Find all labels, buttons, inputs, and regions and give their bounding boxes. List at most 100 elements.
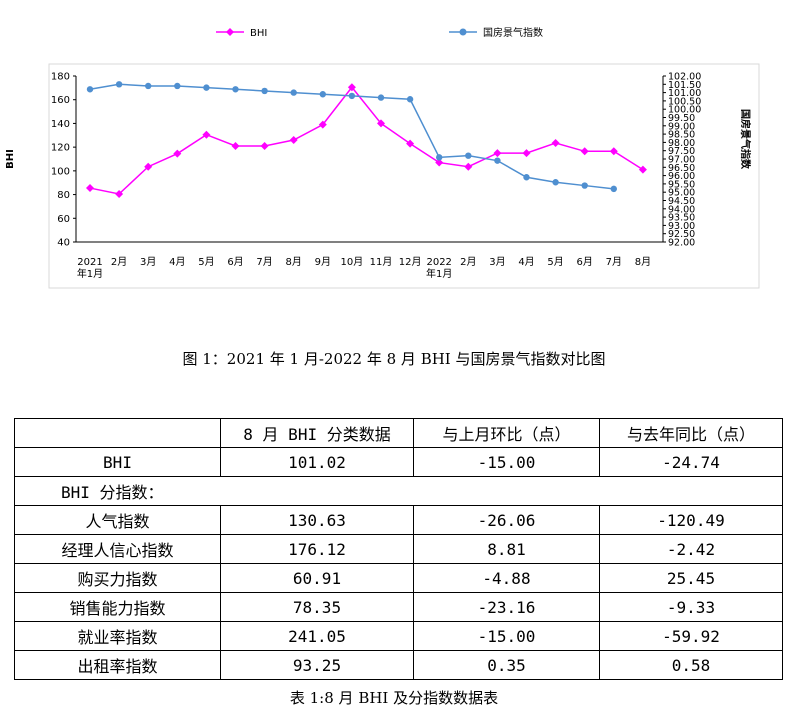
data-point <box>464 162 473 171</box>
series-line <box>89 83 614 190</box>
chart-frame <box>48 63 760 289</box>
table-cell: 0.35 <box>413 650 600 680</box>
table-cell: 0.58 <box>599 650 783 680</box>
y2-tick-label: 93.50 <box>668 213 695 224</box>
y-tick-label: 40 <box>57 238 70 249</box>
table-group-row: BHI 分指数： <box>14 476 783 506</box>
table-row-label: 销售能力指数 <box>14 592 221 622</box>
data-point <box>261 87 268 95</box>
table-cell: 78.35 <box>220 592 414 622</box>
table-caption: 表 1:8 月 BHI 及分指数数据表 <box>289 689 499 707</box>
y-tick-label: 140 <box>51 119 70 130</box>
y2-tick-label: 96.50 <box>668 163 695 174</box>
data-point <box>174 82 181 90</box>
table-cell: -26.06 <box>413 505 600 535</box>
data-point <box>406 139 415 148</box>
table-cell: -23.16 <box>413 592 600 622</box>
x-tick-label: 11月 <box>370 256 393 268</box>
table-cell: 93.25 <box>220 650 414 680</box>
x-tick-label: 4月 <box>169 256 185 268</box>
x-tick-label: 12月 <box>399 256 422 268</box>
x-tick-label: 年1月 <box>426 267 452 280</box>
y-tick-label: 160 <box>51 95 70 106</box>
table-cell: -24.74 <box>599 447 783 477</box>
table-cell: 60.91 <box>220 563 414 593</box>
data-point <box>581 182 588 189</box>
data-point <box>144 162 153 171</box>
table-header-cell <box>14 418 221 448</box>
x-tick-label: 2021 <box>77 257 102 268</box>
table-cell: 130.63 <box>220 505 414 535</box>
x-tick-label: 8月 <box>635 256 651 268</box>
y2-tick-label: 101.50 <box>668 80 701 91</box>
y2-tick-label: 100.00 <box>668 105 701 116</box>
data-point <box>610 185 617 193</box>
x-tick-label: 8月 <box>286 256 302 268</box>
x-tick-label: 2月 <box>460 256 476 268</box>
table-header-cell: 与去年同比（点） <box>599 418 783 448</box>
table-row: 就业率指数 241.05 -15.00 -59.92 <box>14 621 783 651</box>
data-point <box>493 149 502 158</box>
legend-label: 国房景气指数 <box>483 26 543 39</box>
y-axis-title: BHI <box>5 149 16 169</box>
y2-tick-label: 95.00 <box>668 188 695 199</box>
data-point <box>435 158 444 167</box>
table-cell: 101.02 <box>220 447 414 477</box>
data-point <box>609 147 618 156</box>
table-header-cell: 与上月环比（点） <box>413 418 600 448</box>
data-point <box>115 81 123 88</box>
x-tick-label: 6月 <box>577 256 593 268</box>
table-cell: -59.92 <box>599 621 783 651</box>
x-tick-label: 7月 <box>256 256 272 268</box>
table-row: 销售能力指数 78.35 -23.16 -9.33 <box>14 592 783 622</box>
y-tick-label: 80 <box>57 190 70 201</box>
data-point <box>115 189 124 198</box>
table-row: 人气指数 130.63 -26.06 -120.49 <box>14 505 783 535</box>
x-tick-label: 2022 <box>426 257 451 268</box>
data-point <box>523 174 530 181</box>
x-tick-label: 5月 <box>198 256 214 268</box>
y-tick-label: 120 <box>51 143 70 154</box>
x-tick-label: 3月 <box>140 256 156 268</box>
y2-tick-label: 94.00 <box>668 204 695 215</box>
table-cell: 241.05 <box>220 621 414 651</box>
legend-marker <box>226 28 234 36</box>
data-point <box>638 165 647 174</box>
series-line <box>89 86 644 195</box>
table-cell: 176.12 <box>220 534 414 564</box>
table-cell: 25.45 <box>599 563 783 593</box>
data-point <box>377 119 385 128</box>
table-row-label: BHI <box>14 447 221 477</box>
chart-axes: 40 60 80 100 120 140 160 180 92.0092.5093.0093.5… <box>5 63 760 289</box>
y2-tick-label: 94.50 <box>668 196 695 207</box>
y2-tick-label: 99.50 <box>668 113 695 124</box>
y2-tick-label: 92.00 <box>668 238 695 249</box>
y2-tick-label: 97.50 <box>668 146 695 157</box>
y2-tick-label: 102.00 <box>668 72 701 83</box>
table-row: 出租率指数 93.25 0.35 0.58 <box>14 650 783 680</box>
y-tick-label: 100 <box>51 166 70 177</box>
table-group-label: BHI 分指数： <box>14 476 783 506</box>
table-header-cell: 8 月 BHI 分类数据 <box>220 418 414 448</box>
data-point <box>173 149 182 158</box>
data-point <box>289 136 298 145</box>
y2-tick-label: 101.00 <box>668 88 701 99</box>
x-tick-label: 9月 <box>315 256 331 268</box>
y2-tick-label: 95.50 <box>668 179 695 190</box>
table-row-label: 购买力指数 <box>14 563 221 593</box>
data-point <box>551 138 560 147</box>
data-point <box>347 83 356 92</box>
table-header-row: 8 月 BHI 分类数据 与上月环比（点） 与去年同比（点） <box>14 418 783 448</box>
y2-axis-title: 国房景气指数 <box>739 109 752 170</box>
data-point <box>86 86 94 93</box>
chart-legend: BHI 国房景气指数 <box>216 26 543 39</box>
x-tick-label: 10月 <box>341 256 364 268</box>
table-row-label: 就业率指数 <box>14 621 221 651</box>
data-point <box>319 91 326 98</box>
figure-caption: 图 1：2021 年 1 月-2022 年 8 月 BHI 与国房景气指数对比图 <box>182 350 606 368</box>
data-point <box>145 82 152 90</box>
table-cell: -120.49 <box>599 505 783 535</box>
table-row-bhi: BHI 101.02 -15.00 -24.74 <box>14 447 783 477</box>
y2-tick-label: 98.50 <box>668 130 695 141</box>
legend-label: BHI <box>250 28 267 39</box>
